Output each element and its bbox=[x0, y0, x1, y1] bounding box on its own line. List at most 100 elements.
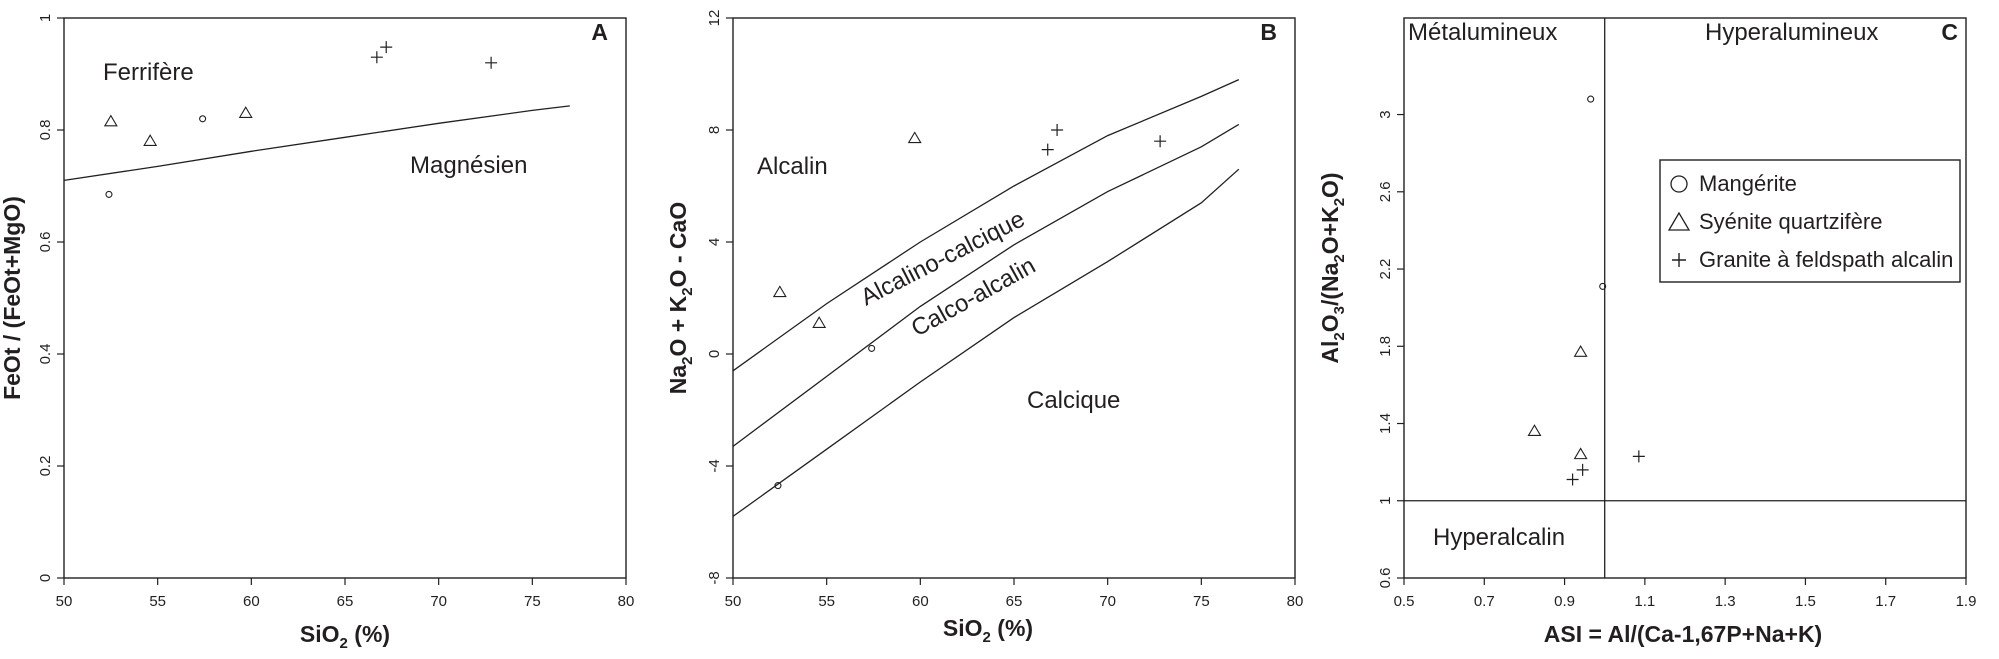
panel-b-region-alcalin: Alcalin bbox=[757, 153, 828, 180]
y-tick-label: 8 bbox=[706, 126, 723, 134]
triangle-data-point bbox=[1573, 447, 1588, 460]
panel-c-x-axis-title: ASI = Al/(Ca-1,67P+Na+K) bbox=[1544, 621, 1822, 647]
legend-box bbox=[1659, 159, 1961, 283]
y-tick-label: 0 bbox=[706, 350, 723, 358]
plus-data-point bbox=[1051, 124, 1064, 136]
x-tick-label: 0.9 bbox=[1554, 593, 1575, 610]
panel-a-x-axis-title: SiO2 (%) bbox=[300, 621, 390, 652]
circle-data-point bbox=[1599, 282, 1607, 290]
panel-c-plot-frame bbox=[1403, 17, 1967, 579]
plus-data-point bbox=[1154, 135, 1167, 148]
x-tick-label: 70 bbox=[430, 593, 447, 610]
panel-a: A 50 55 60 65 70 75 80 0 0.2 0.4 0.6 0.8 1 Ferrifèr… bbox=[0, 14, 634, 652]
legend-plus-marker bbox=[1672, 253, 1686, 267]
y-tick-label: 0.6 bbox=[1377, 568, 1394, 589]
panel-a-y-ticks: 0 0.2 0.4 0.6 0.8 1 bbox=[37, 14, 64, 582]
panel-a-boundaries bbox=[63, 105, 570, 182]
panel-b-boundaries bbox=[732, 79, 1240, 517]
x-tick-label: 1.9 bbox=[1956, 593, 1977, 610]
x-tick-label: 55 bbox=[149, 593, 166, 610]
panel-c-y-axis-title: Al2O3/(Na2O+K2O) bbox=[1317, 172, 1348, 363]
y-tick-label: 1.8 bbox=[1377, 336, 1394, 357]
legend-label-syenite: Syénite quartzifère bbox=[1699, 209, 1882, 234]
x-tick-label: 50 bbox=[56, 593, 73, 610]
y-tick-label: 0.6 bbox=[37, 232, 54, 253]
panel-c-legend: Mangérite Syénite quartzifère Granite à … bbox=[1659, 159, 1961, 283]
panel-b-region-calcique: Calcique bbox=[1027, 387, 1120, 414]
y-tick-label: 4 bbox=[706, 238, 723, 246]
plus-data-point bbox=[485, 56, 498, 69]
x-tick-label: 1.3 bbox=[1715, 593, 1736, 610]
triangle-data-point bbox=[907, 131, 922, 144]
y-tick-label: 0.2 bbox=[37, 456, 54, 477]
x-tick-label: 0.5 bbox=[1394, 593, 1415, 610]
x-tick-label: 50 bbox=[725, 593, 742, 610]
triangle-data-point bbox=[812, 316, 827, 328]
triangle-data-point bbox=[772, 285, 787, 298]
y-tick-label: -4 bbox=[706, 459, 723, 472]
legend-label-granite: Granite à feldspath alcalin bbox=[1699, 247, 1953, 272]
panel-b-x-axis-title: SiO2 (%) bbox=[943, 615, 1033, 646]
plus-data-point bbox=[380, 41, 393, 54]
panel-a-region-magnesien: Magnésien bbox=[410, 152, 527, 179]
boundary-curve bbox=[732, 123, 1240, 447]
y-tick-label: 0.4 bbox=[37, 344, 54, 365]
panel-b-letter: B bbox=[1260, 19, 1277, 45]
plus-data-point bbox=[370, 51, 383, 64]
y-tick-label: 1 bbox=[37, 14, 54, 22]
x-tick-label: 70 bbox=[1099, 593, 1116, 610]
panel-a-plot-frame bbox=[63, 17, 627, 579]
circle-data-point bbox=[199, 115, 207, 123]
panel-c-region-hyperalcalin: Hyperalcalin bbox=[1433, 524, 1565, 551]
panel-b-y-axis-title: Na2O + K2O - CaO bbox=[665, 202, 696, 394]
legend-label-mangerite: Mangérite bbox=[1699, 171, 1797, 196]
panel-b-y-ticks: -8 -4 0 4 8 12 bbox=[706, 10, 733, 585]
boundary-curve bbox=[63, 105, 570, 182]
x-tick-label: 80 bbox=[1287, 593, 1304, 610]
x-tick-label: 0.7 bbox=[1474, 593, 1495, 610]
circle-data-point bbox=[774, 482, 782, 490]
panel-a-region-ferrifere: Ferrifère bbox=[103, 59, 194, 86]
x-tick-label: 1.5 bbox=[1795, 593, 1816, 610]
y-tick-label: 0 bbox=[37, 574, 54, 582]
plus-data-point bbox=[1632, 450, 1645, 463]
x-tick-label: 65 bbox=[337, 593, 354, 610]
circle-data-point bbox=[868, 344, 876, 352]
legend-markers bbox=[1667, 175, 1691, 267]
y-tick-label: 0.8 bbox=[37, 120, 54, 141]
boundary-curve bbox=[732, 79, 1240, 372]
boundary-curve bbox=[732, 168, 1240, 517]
plus-data-point bbox=[1576, 463, 1589, 476]
triangle-data-point bbox=[238, 106, 253, 118]
x-tick-label: 55 bbox=[818, 593, 835, 610]
panel-b-plot-frame bbox=[732, 17, 1296, 579]
y-tick-label: 12 bbox=[706, 10, 723, 27]
y-tick-label: 1 bbox=[1377, 497, 1394, 505]
plus-data-point bbox=[1041, 143, 1054, 156]
triangle-data-point bbox=[1527, 424, 1542, 436]
x-tick-label: 80 bbox=[618, 593, 635, 610]
panel-c-region-metalumineux: Métalumineux bbox=[1408, 19, 1557, 46]
panel-c-x-ticks: 0.5 0.7 0.9 1.1 1.3 1.5 1.7 1.9 bbox=[1394, 578, 1977, 610]
x-tick-label: 75 bbox=[1193, 593, 1210, 610]
circle-data-point bbox=[105, 190, 113, 198]
legend-triangle-marker bbox=[1667, 211, 1691, 231]
panel-a-points bbox=[103, 41, 498, 198]
panel-c-region-hyperalumineux: Hyperalumineux bbox=[1705, 19, 1878, 46]
panel-c: C 0.5 0.7 0.9 1.1 1.3 1.5 1.7 1.9 0.6 1 1.4 1.8 2.2… bbox=[1317, 17, 1977, 647]
panel-c-letter: C bbox=[1941, 19, 1958, 45]
legend-circle-marker bbox=[1670, 175, 1688, 193]
plus-data-point bbox=[1566, 473, 1579, 486]
y-tick-label: 3 bbox=[1377, 110, 1394, 118]
panel-a-letter: A bbox=[591, 19, 608, 45]
panel-a-y-axis-title: FeOt / (FeOt+MgO) bbox=[0, 196, 25, 400]
panel-b-points bbox=[772, 124, 1167, 490]
y-tick-label: 2.2 bbox=[1377, 259, 1394, 280]
x-tick-label: 1.1 bbox=[1634, 593, 1655, 610]
x-tick-label: 1.7 bbox=[1875, 593, 1896, 610]
triangle-data-point bbox=[103, 114, 118, 127]
circle-data-point bbox=[1587, 95, 1595, 103]
panel-a-x-ticks: 50 55 60 65 70 75 80 bbox=[56, 578, 635, 610]
panel-c-points bbox=[1527, 95, 1645, 486]
